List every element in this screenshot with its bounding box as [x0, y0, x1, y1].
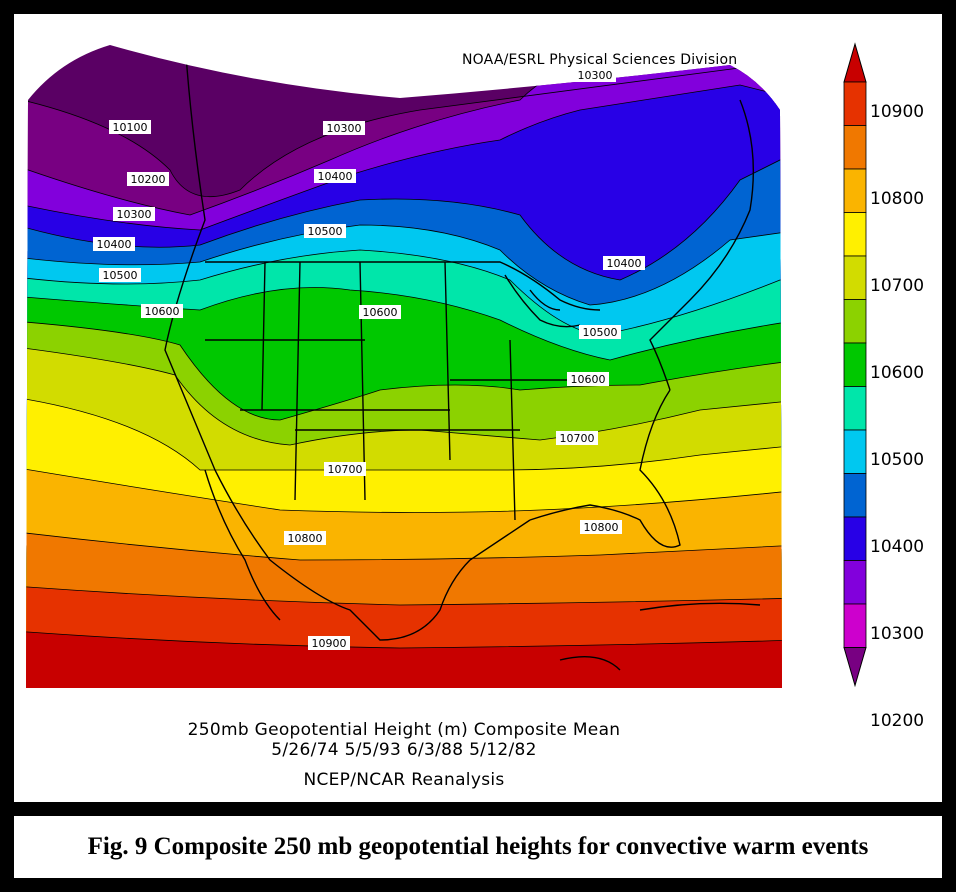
legend-swatch: [843, 125, 867, 170]
contour-label-box: [567, 372, 609, 386]
contour-label: 10500: [583, 326, 618, 339]
contour-label-box: [127, 172, 169, 186]
contour-label-box: [324, 462, 366, 476]
coastline-east: [649, 99, 755, 391]
legend-swatch: [843, 603, 867, 648]
contour-label-box: [556, 431, 598, 445]
legend-label: 10200: [870, 710, 925, 731]
contour-label: 10800: [584, 521, 619, 534]
contour-label-box: [308, 636, 350, 650]
contour-label: 10100: [113, 121, 148, 134]
contour-label-box: [113, 207, 155, 221]
legend-swatch: [843, 81, 867, 126]
legend-label: 10400: [870, 536, 925, 557]
legend-swatch: [843, 560, 867, 605]
contour-label-box: [99, 268, 141, 282]
legend-label: 10600: [870, 362, 925, 383]
map-outlines: [164, 45, 761, 671]
credit-text: NOAA/ESRL Physical Sciences Division: [462, 52, 738, 68]
canada-border: [205, 261, 601, 311]
contour-label-box: [359, 305, 401, 319]
contour-label: 10600: [145, 305, 180, 318]
caption-title: 250mb Geopotential Height (m) Composite …: [187, 720, 621, 740]
legend-swatch: [843, 386, 867, 431]
contour-label: 10700: [328, 463, 363, 476]
legend-label: 10500: [870, 449, 925, 470]
caribbean: [559, 602, 761, 671]
contour-label-box: [93, 237, 135, 251]
contour-label: 10400: [318, 170, 353, 183]
legend-swatch: [843, 342, 867, 387]
legend-swatch: [843, 168, 867, 213]
coastline-gulf: [529, 389, 681, 548]
contour-label: 10500: [103, 269, 138, 282]
coastline-west: [164, 45, 531, 641]
color-legend: [843, 42, 867, 688]
legend-swatch: [843, 429, 867, 474]
band-11500: [26, 630, 782, 688]
baja-california: [204, 469, 281, 621]
contour-label-box: [603, 256, 645, 270]
contour-label: 10300: [327, 122, 362, 135]
contour-label: 10800: [288, 532, 323, 545]
caption-source: NCEP/NCAR Reanalysis: [303, 770, 505, 790]
great-lakes: [504, 274, 581, 328]
contour-label-box: [580, 520, 622, 534]
height-bands: [26, 45, 782, 688]
contour-label: 10500: [308, 225, 343, 238]
contour-label: 10600: [363, 306, 398, 319]
contour-label: 10200: [131, 173, 166, 186]
contour-label-box: [141, 304, 183, 318]
contour-label-box: [109, 120, 151, 134]
contour-label: 10300: [578, 69, 613, 82]
contour-label-box: [284, 531, 326, 545]
contour-labels: 10100 10200 10300 10400 10500 10600 10300 10400…: [93, 68, 645, 650]
figure-panel: 10100 10200 10300 10400 10500 10600 10300 10400…: [14, 14, 942, 802]
figure-caption-box: Fig. 9 Composite 250 mb geopotential hei…: [14, 816, 942, 878]
legend-label: 10900: [870, 101, 925, 122]
legend-swatch: [843, 212, 867, 257]
contour-label: 10700: [560, 432, 595, 445]
contour-label: 10400: [97, 238, 132, 251]
contour-label: 10300: [117, 208, 152, 221]
figure-caption: Fig. 9 Composite 250 mb geopotential hei…: [87, 833, 869, 860]
contour-label: 10900: [312, 637, 347, 650]
legend-swatch: [843, 516, 867, 561]
contour-label-box: [314, 169, 356, 183]
legend-label: 10700: [870, 275, 925, 296]
legend-swatch: [843, 299, 867, 344]
contour-label: 10600: [571, 373, 606, 386]
contour-map: 10100 10200 10300 10400 10500 10600 10300 10400…: [26, 45, 782, 688]
contour-label-box: [574, 68, 616, 82]
legend-swatch: [843, 473, 867, 518]
caption-dates: 5/26/74 5/5/93 6/3/88 5/12/82: [271, 740, 537, 760]
legend-arrow-bottom: [843, 647, 867, 688]
legend-arrow-top: [843, 42, 867, 83]
legend-label: 10300: [870, 623, 925, 644]
contour-label-box: [579, 325, 621, 339]
legend-swatch: [843, 255, 867, 300]
contour-label-box: [304, 224, 346, 238]
legend-label: 10800: [870, 188, 925, 209]
contour-label-box: [323, 121, 365, 135]
contour-label: 10400: [607, 257, 642, 270]
